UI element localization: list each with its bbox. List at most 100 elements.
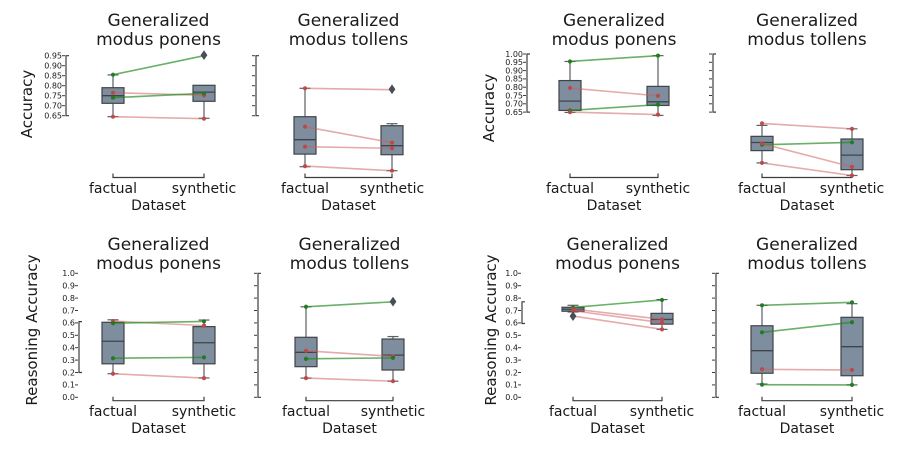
endpoint-dot [202,319,206,323]
endpoint-dot [303,86,307,90]
outlier-diamond [390,298,396,306]
pair-line-red [760,121,854,131]
y-axis-label: Accuracy [480,74,498,143]
x-category-label: factual [89,404,137,420]
y-tick-label: 0.65 [505,108,523,117]
x-category-label: synthetic [820,404,885,420]
connector-line [762,123,852,128]
y-tick-label: 0.4 [62,344,75,353]
outlier-diamond [570,312,576,320]
connector-line [762,163,852,176]
y-tick-label: 0.1 [505,381,518,390]
boxplot-factual [102,320,124,374]
x-category-label: synthetic [626,181,691,197]
x-axis-title: Dataset [131,198,186,214]
y-tick-label: 0.4 [505,344,518,353]
pair-line-red [111,372,206,381]
subplot-title: Generalized [563,11,665,31]
endpoint-dot [202,117,206,121]
endpoint-dot [304,349,308,353]
endpoint-dot [568,110,572,114]
endpoint-dot [303,125,307,129]
boxplot-synthetic [651,300,673,330]
connector-line [113,357,204,358]
y-axis-spine [522,302,525,324]
endpoint-dot [304,357,308,361]
endpoint-dot [202,355,206,359]
pair-line-red [568,86,660,98]
x-category-label: synthetic [630,404,695,420]
boxplot-factual [295,307,317,378]
subplot-title: Generalized [298,11,400,31]
x-category-label: factual [281,181,329,197]
endpoint-dot [303,164,307,168]
x-category-label: synthetic [172,404,237,420]
y-tick-label: 0.2 [505,368,518,377]
y-tick-label: 0.0 [62,393,75,402]
y-tick-label: 0.8 [505,294,518,303]
endpoint-dot [304,376,308,380]
boxplot-synthetic [193,85,215,118]
endpoint-dot [760,330,764,334]
y-axis-spine [258,273,261,397]
x-axis-title: Dataset [587,198,642,214]
connector-line [570,88,658,96]
endpoint-dot [202,324,206,328]
endpoint-dot [390,146,394,150]
y-tick-label: 0.6 [62,319,75,328]
endpoint-dot [390,169,394,173]
endpoint-dot [850,173,854,177]
x-category-label: factual [738,181,786,197]
y-tick-label: 0.7 [62,306,75,315]
connector-line [113,374,204,378]
subplot-title: modus tollens [289,30,409,50]
y-tick-label: 1.0 [505,269,518,278]
pair-line-red [568,110,660,117]
y-axis-label: Accuracy [18,70,36,139]
x-axis-title: Dataset [321,198,376,214]
endpoint-dot [391,379,395,383]
pair-line-green [571,298,664,310]
subplot-title: Generalized [567,235,669,255]
y-tick-label: 0.85 [44,72,62,81]
pair-line-green [760,300,854,307]
connector-line [762,322,852,332]
y-tick-label: 0.9 [62,282,75,291]
x-category-label: factual [738,404,786,420]
y-axis-spine [79,322,82,373]
endpoint-dot [660,327,664,331]
endpoint-dot [111,356,115,360]
endpoint-dot [656,112,660,116]
y-axis-spine [527,54,530,112]
y-tick-label: 0.9 [505,282,518,291]
connector-line [762,142,852,144]
endpoint-dot [850,300,854,304]
y-tick-label: 0.5 [505,331,518,340]
subplot-title: modus ponens [96,30,221,50]
endpoint-dot [111,115,115,119]
x-category-label: factual [546,181,594,197]
x-axis-title: Dataset [131,421,186,437]
y-axis-label: Reasoning Accuracy [23,254,41,405]
connector-line [306,378,393,381]
connector-line [306,351,393,357]
y-axis-spine [713,54,716,112]
y-axis-spine [716,273,719,397]
connector-line [762,369,852,370]
endpoint-dot [656,103,660,107]
y-tick-label: 1.0 [62,269,75,278]
endpoint-dot [391,356,395,360]
endpoint-dot [660,298,664,302]
y-tick-label: 0.90 [44,62,62,71]
pair-line-red [111,115,206,121]
x-axis-spine [306,397,393,401]
